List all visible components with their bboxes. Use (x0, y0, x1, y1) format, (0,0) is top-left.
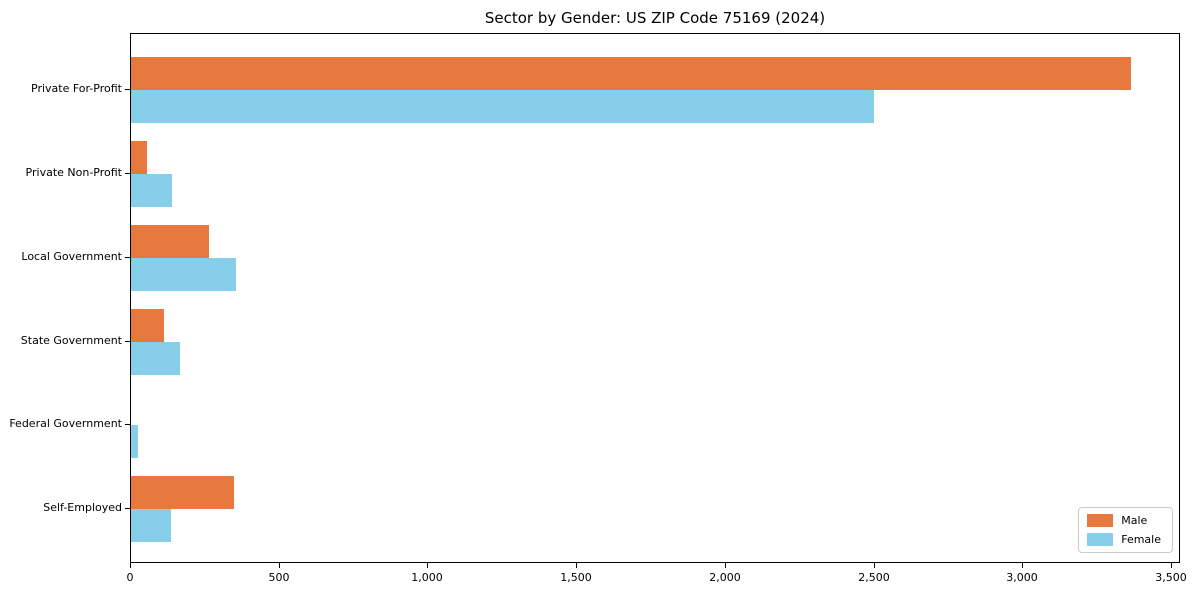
x-tick-mark (279, 563, 280, 568)
bar-female-2 (131, 257, 236, 291)
x-tick-label: 1,500 (560, 571, 592, 584)
legend-label-male: Male (1121, 514, 1148, 527)
y-tick-mark (125, 256, 130, 258)
x-tick-mark (427, 563, 428, 568)
x-tick-label: 3,000 (1006, 571, 1038, 584)
y-tick-label: State Government (20, 333, 122, 347)
bar-female-5 (131, 509, 171, 543)
x-tick-mark (725, 563, 726, 568)
y-tick-mark (125, 340, 130, 342)
legend-label-female: Female (1121, 533, 1161, 546)
x-tick-mark (1171, 563, 1172, 568)
legend-swatch-male-icon (1087, 514, 1114, 527)
bar-male-5 (131, 476, 234, 510)
bar-female-0 (131, 90, 874, 123)
x-tick-label: 1,000 (411, 571, 443, 584)
y-tick-label: Private Non-Profit (25, 165, 122, 179)
bar-male-0 (131, 57, 1131, 90)
x-tick-label: 2,000 (709, 571, 741, 584)
y-tick-label: Local Government (21, 249, 122, 263)
bar-female-1 (131, 173, 172, 207)
y-tick-label: Federal Government (9, 417, 122, 431)
legend-item-male: Male (1087, 514, 1161, 527)
chart-title: Sector by Gender: US ZIP Code 75169 (202… (484, 9, 826, 27)
x-tick-label: 0 (126, 571, 134, 584)
y-tick-label: Self-Employed (43, 501, 122, 515)
x-tick-label: 3,500 (1155, 571, 1187, 584)
x-tick-mark (576, 563, 577, 568)
x-tick-mark (874, 563, 875, 568)
x-tick-label: 2,500 (858, 571, 890, 584)
bar-male-2 (131, 224, 209, 258)
y-tick-mark (125, 172, 130, 174)
x-tick-mark (130, 563, 131, 568)
bar-female-3 (131, 341, 180, 375)
y-tick-mark (125, 89, 130, 90)
y-tick-mark (125, 508, 130, 510)
legend: Male Female (1078, 507, 1173, 553)
bar-female-4 (131, 425, 138, 459)
x-tick-mark (1022, 563, 1023, 568)
plot-area: Male Female (130, 33, 1180, 563)
x-tick-label: 500 (268, 571, 290, 584)
bar-male-3 (131, 308, 164, 342)
bar-male-1 (131, 140, 147, 174)
legend-item-female: Female (1087, 533, 1161, 546)
legend-swatch-female-icon (1087, 533, 1114, 546)
y-tick-label: Private For-Profit (31, 82, 122, 95)
y-tick-mark (125, 424, 130, 426)
